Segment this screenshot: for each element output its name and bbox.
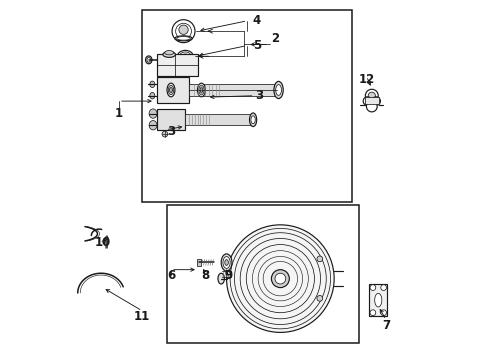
Bar [167, 205, 359, 343]
Text: 11: 11 [134, 310, 150, 323]
Ellipse shape [224, 260, 228, 265]
Ellipse shape [149, 121, 157, 130]
Text: 1: 1 [115, 107, 123, 120]
Circle shape [380, 285, 386, 291]
Circle shape [371, 97, 380, 105]
Ellipse shape [249, 113, 256, 127]
Ellipse shape [167, 83, 175, 97]
Ellipse shape [223, 257, 230, 269]
Ellipse shape [273, 81, 283, 99]
Circle shape [172, 20, 195, 42]
Text: 6: 6 [166, 269, 175, 282]
Text: 8: 8 [201, 269, 209, 282]
Circle shape [226, 225, 333, 332]
Circle shape [363, 97, 371, 105]
Circle shape [175, 23, 191, 39]
Bar [188, 84, 276, 96]
Ellipse shape [200, 87, 203, 93]
Text: 9: 9 [224, 269, 232, 282]
Ellipse shape [198, 85, 203, 95]
Bar [156, 77, 188, 103]
Ellipse shape [147, 58, 150, 62]
Ellipse shape [182, 54, 188, 59]
Circle shape [369, 310, 375, 316]
Circle shape [162, 131, 167, 137]
Ellipse shape [183, 55, 187, 58]
Ellipse shape [177, 50, 193, 62]
Ellipse shape [149, 93, 155, 99]
Text: 10: 10 [95, 236, 111, 249]
Bar [197, 259, 201, 266]
Circle shape [316, 296, 322, 301]
Ellipse shape [145, 56, 152, 64]
Ellipse shape [179, 52, 191, 60]
Circle shape [369, 285, 375, 291]
Bar [156, 109, 185, 130]
Bar [156, 54, 198, 76]
Bar [185, 114, 251, 126]
Ellipse shape [197, 83, 205, 97]
Ellipse shape [218, 273, 224, 284]
Ellipse shape [164, 50, 173, 55]
Text: 4: 4 [252, 14, 261, 27]
Ellipse shape [275, 85, 281, 95]
Bar [368, 284, 386, 316]
Text: 5: 5 [252, 39, 261, 52]
Circle shape [365, 89, 378, 102]
Circle shape [271, 270, 289, 288]
Bar [364, 97, 378, 104]
Ellipse shape [250, 116, 255, 124]
Ellipse shape [176, 37, 190, 40]
Text: 7: 7 [381, 319, 389, 332]
Text: 12: 12 [358, 73, 374, 86]
Circle shape [274, 273, 285, 284]
Ellipse shape [221, 254, 231, 271]
Text: 3: 3 [166, 125, 175, 138]
Text: 2: 2 [270, 32, 279, 45]
Ellipse shape [374, 293, 381, 307]
Circle shape [179, 25, 188, 35]
Ellipse shape [163, 51, 175, 57]
Ellipse shape [169, 87, 172, 93]
Circle shape [367, 92, 375, 99]
Circle shape [366, 101, 376, 112]
Bar [142, 10, 351, 202]
Ellipse shape [149, 109, 157, 118]
Ellipse shape [175, 36, 192, 41]
Circle shape [316, 256, 322, 262]
Ellipse shape [168, 85, 173, 95]
Ellipse shape [149, 81, 155, 87]
Circle shape [380, 310, 386, 316]
Text: 3: 3 [254, 89, 263, 102]
